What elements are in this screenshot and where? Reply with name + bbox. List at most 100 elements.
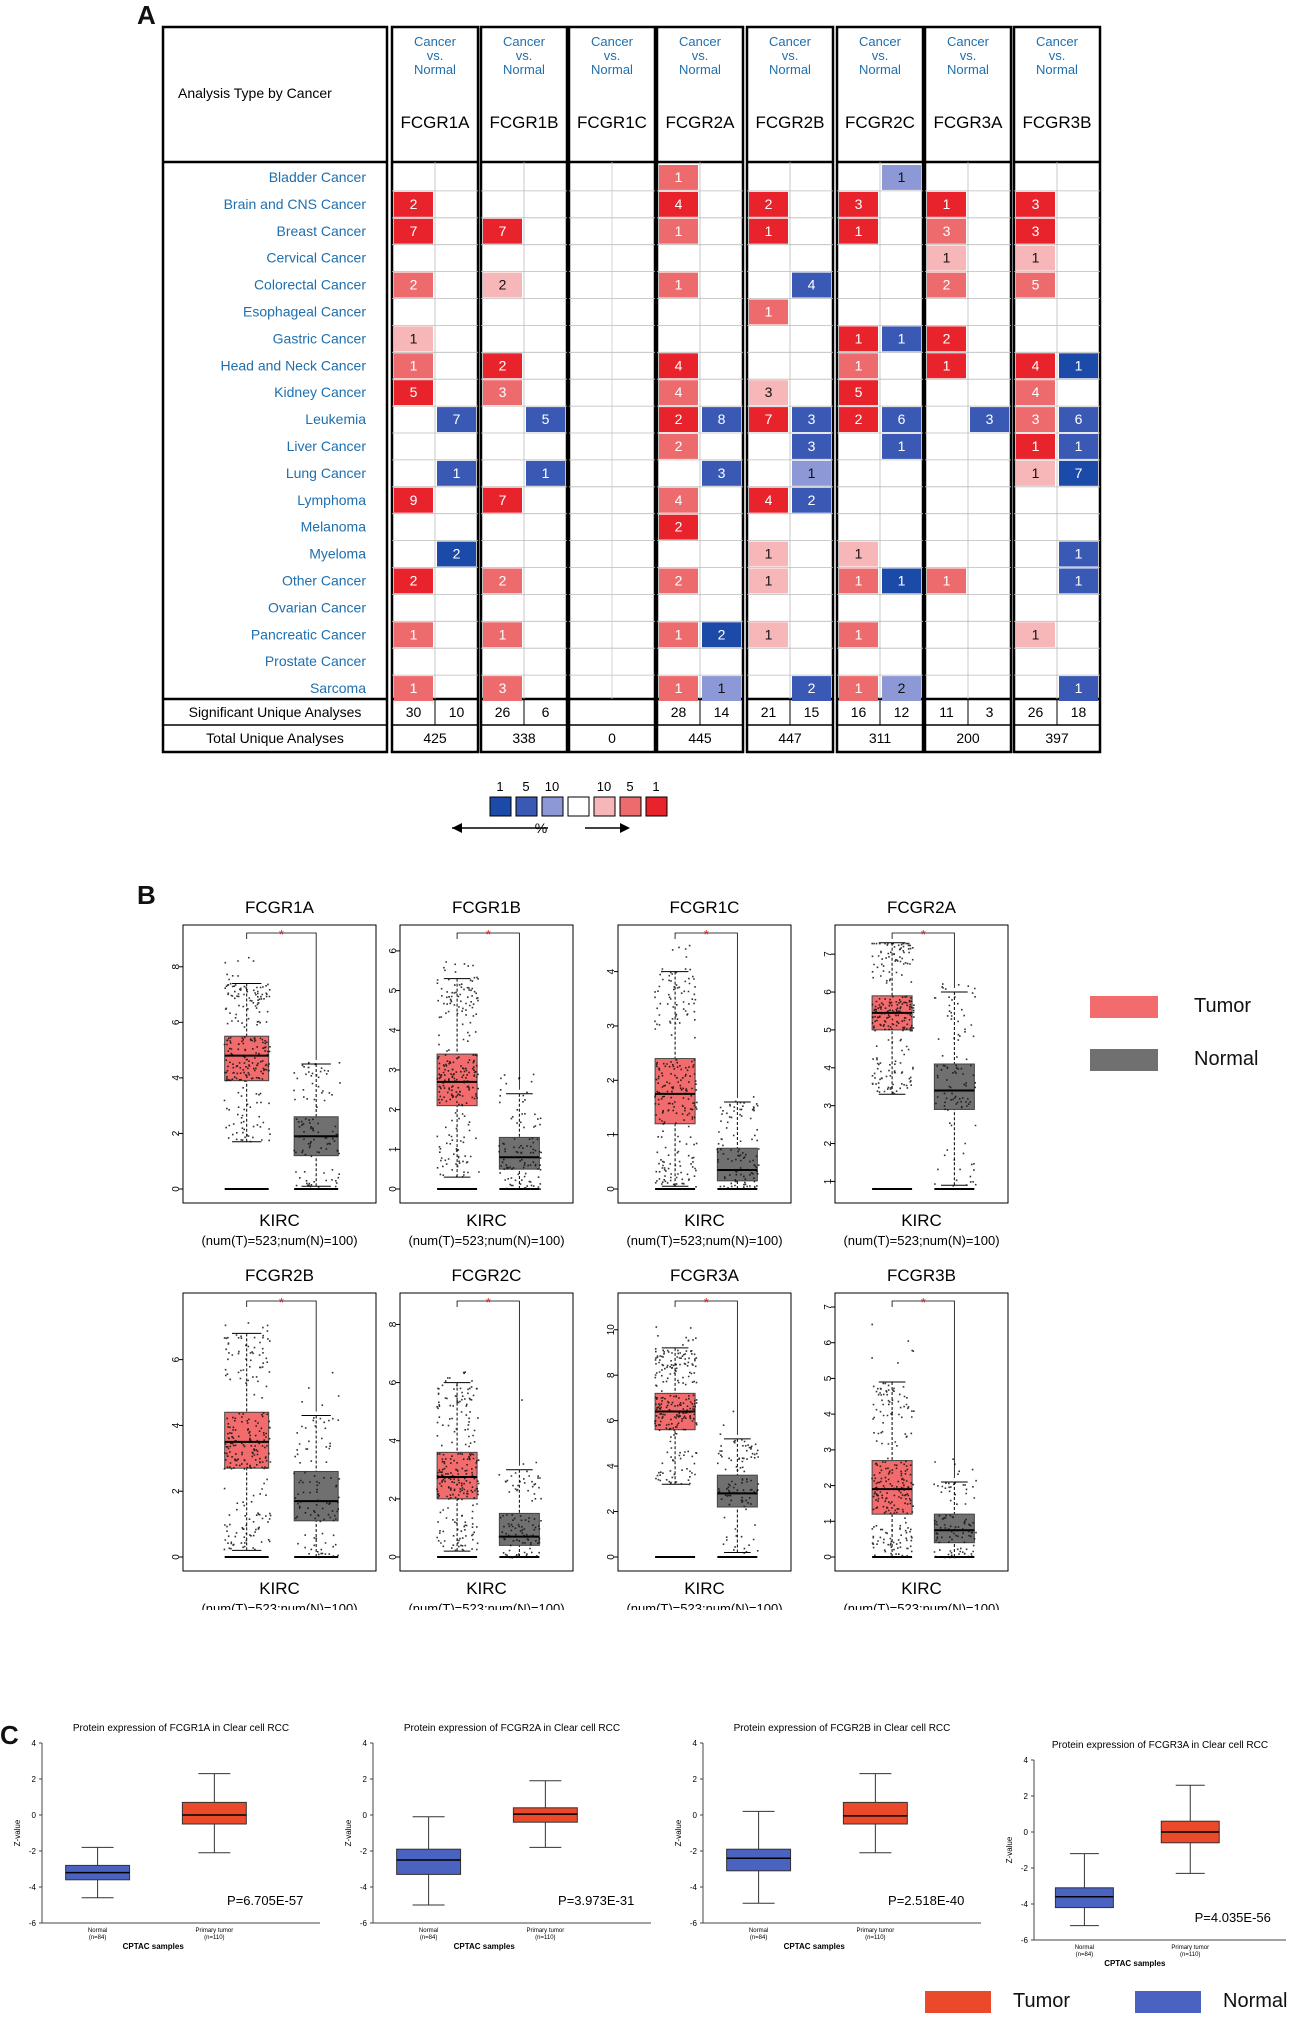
- heatmap-cell-count: 3: [718, 465, 726, 481]
- comparison-label: Normal: [1036, 62, 1078, 77]
- y-tick-label: 2: [606, 1077, 617, 1083]
- heatmap-cell-count: 2: [410, 196, 418, 212]
- tumor-jitter-points: [436, 1371, 480, 1552]
- protein-y-tick-label: -2: [1021, 1864, 1029, 1873]
- heatmap-cell-count: 3: [499, 384, 507, 400]
- heatmap-cell: [659, 487, 698, 513]
- protein-xlabel: CPTAC samples: [784, 1942, 846, 1951]
- significance-star: *: [704, 1295, 709, 1310]
- sig-under-count: 6: [542, 704, 550, 720]
- heatmap-cell: [1059, 434, 1098, 459]
- panel-c-label: C: [0, 1720, 19, 1750]
- heatmap-cell-count: 3: [1032, 411, 1040, 427]
- heatmap-cell-count: 1: [675, 223, 683, 239]
- protein-category-label: Primary tumor: [1171, 1945, 1209, 1951]
- y-tick-label: 8: [171, 964, 182, 970]
- protein-category-label: Primary tumor: [527, 1928, 565, 1934]
- heatmap-cell: [749, 568, 788, 594]
- protein-p-value: P=2.518E-40: [888, 1893, 964, 1908]
- heatmap-cell-count: 7: [765, 411, 773, 427]
- boxplot-xlabel: KIRC: [466, 1211, 507, 1230]
- protein-category-count: (n=84): [420, 1935, 438, 1941]
- heatmap-cell-count: 1: [675, 169, 683, 185]
- heatmap-cell: [749, 487, 788, 513]
- heatmap-cell: [927, 191, 966, 217]
- heatmap-cell-count: 2: [675, 519, 683, 535]
- protein-y-tick-label: 4: [363, 1739, 368, 1748]
- heatmap-cell: [483, 676, 522, 701]
- protein-ylabel: Z-value: [13, 1819, 22, 1846]
- heatmap-cell-count: 1: [855, 626, 863, 642]
- heatmap-cell-count: 3: [855, 196, 863, 212]
- y-tick-label: 7: [823, 1304, 834, 1310]
- heatmap-cell: [749, 380, 788, 406]
- sig-over-count: 21: [761, 704, 777, 720]
- heatmap-cell: [659, 272, 698, 298]
- tumor-jitter-points: [223, 956, 271, 1143]
- comparison-label: Cancer: [859, 34, 902, 49]
- heatmap-cell-count: 1: [943, 573, 951, 589]
- protein-category-label: Normal: [88, 1928, 107, 1934]
- heatmap-cell-count: 2: [855, 411, 863, 427]
- total-count: 338: [512, 730, 536, 746]
- boxplot-xlabel: KIRC: [901, 1579, 942, 1598]
- legend-c-label-normal: Normal: [1223, 1990, 1288, 2012]
- boxplot-frame: [182, 924, 377, 1204]
- sig-under-count: 10: [449, 704, 465, 720]
- sig-under-count: 12: [894, 704, 910, 720]
- boxplot-frame: [182, 1292, 377, 1572]
- protein-category-label: Primary tumor: [857, 1928, 895, 1934]
- significance-star: *: [279, 1295, 284, 1310]
- heatmap-cell: [792, 407, 831, 432]
- heatmap-cell-count: 1: [808, 465, 816, 481]
- y-tick-label: 2: [171, 1130, 182, 1136]
- boxplot-sample-counts: (num(T)=523;num(N)=100): [843, 1233, 999, 1248]
- boxplot-sample-counts: (num(T)=523;num(N)=100): [201, 1601, 357, 1610]
- legend-percent-label: 1: [652, 779, 659, 794]
- y-tick-label: 6: [388, 1379, 399, 1385]
- heatmap-cell-count: 3: [808, 411, 816, 427]
- heatmap-cell-count: 2: [499, 573, 507, 589]
- total-count: 425: [423, 730, 447, 746]
- heatmap-cell-count: 3: [499, 680, 507, 696]
- protein-y-tick-label: 2: [693, 1775, 698, 1784]
- heatmap-cell: [927, 272, 966, 298]
- heatmap-cell-count: 2: [675, 438, 683, 454]
- boxplot-frame: [399, 924, 574, 1204]
- y-tick-label: 4: [388, 1027, 399, 1033]
- significance-star: *: [921, 927, 926, 942]
- cancer-label: Head and Neck Cancer: [220, 357, 366, 373]
- heatmap-cell: [659, 514, 698, 540]
- heatmap-cell: [394, 326, 433, 352]
- heatmap-cell: [1059, 676, 1098, 701]
- tumor-jitter-points: [223, 1322, 272, 1551]
- legend-percent-label: 5: [522, 779, 529, 794]
- y-tick-label: 4: [388, 1438, 399, 1444]
- comparison-label: Cancer: [679, 34, 722, 49]
- y-tick-label: 10: [606, 1324, 617, 1336]
- y-tick-label: 2: [171, 1488, 182, 1494]
- heatmap-cell-count: 1: [453, 465, 461, 481]
- heatmap-cell: [394, 353, 433, 379]
- heatmap-cell-count: 2: [943, 330, 951, 346]
- comparison-label: vs.: [872, 48, 889, 63]
- sig-under-count: 18: [1071, 704, 1087, 720]
- boxplot-xlabel: KIRC: [684, 1211, 725, 1230]
- legend-c-swatch-tumor: [925, 1990, 991, 2013]
- protein-title: Protein expression of FCGR2B in Clear ce…: [734, 1723, 951, 1734]
- protein-category-count: (n=84): [1076, 1952, 1094, 1958]
- heatmap-cell-count: 5: [1032, 277, 1040, 293]
- heatmap-cell-count: 4: [675, 492, 683, 508]
- boxplot-xlabel: KIRC: [901, 1211, 942, 1230]
- heatmap-cell-count: 1: [718, 680, 726, 696]
- heatmap-cell-count: 1: [410, 680, 418, 696]
- comparison-label: Normal: [947, 62, 989, 77]
- y-tick-label: 8: [606, 1372, 617, 1378]
- significance-star: *: [486, 927, 491, 942]
- heatmap-cell-count: 1: [898, 330, 906, 346]
- legend-swatch: [619, 796, 642, 817]
- comparison-label: vs.: [427, 48, 444, 63]
- cancer-label: Ovarian Cancer: [268, 599, 366, 615]
- heatmap-cell-count: 7: [499, 223, 507, 239]
- panel-b-label: B: [137, 880, 156, 910]
